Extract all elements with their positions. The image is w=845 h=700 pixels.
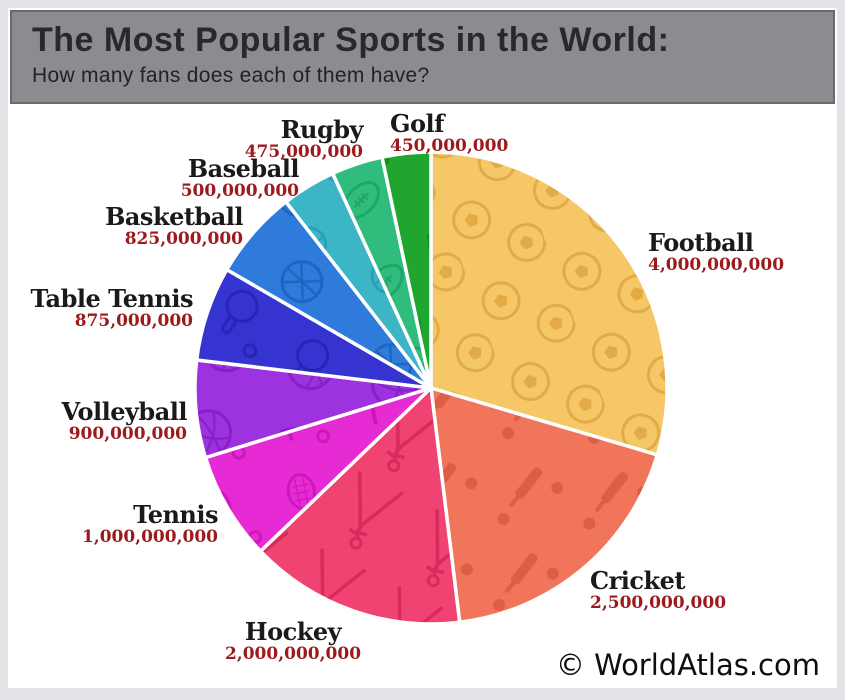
slice-value-football: 4,000,000,000	[648, 255, 785, 275]
slice-label-basketball: Basketball 825,000,000	[105, 205, 243, 250]
slice-label-cricket: Cricket 2,500,000,000	[590, 569, 726, 614]
slice-name-baseball: Baseball	[187, 154, 300, 183]
slice-value-basketball: 825,000,000	[124, 229, 243, 249]
slice-value-cricket: 2,500,000,000	[590, 593, 727, 613]
slice-value-baseball: 500,000,000	[180, 181, 299, 201]
slice-name-hockey: Hockey	[244, 617, 342, 646]
slice-name-table-tennis: Table Tennis	[30, 284, 193, 313]
slice-value-volleyball: 900,000,000	[68, 424, 187, 444]
slice-label-football: Football 4,000,000,000	[648, 231, 784, 276]
pie-slice-hockey-pattern	[258, 386, 462, 626]
slice-name-volleyball: Volleyball	[61, 397, 188, 426]
pie-slice-football-pattern	[429, 150, 669, 457]
slice-name-tennis: Tennis	[133, 500, 218, 529]
slice-value-hockey: 2,000,000,000	[224, 644, 362, 664]
pie-slice-golf-pattern	[380, 150, 433, 390]
slice-label-hockey: Hockey 2,000,000,000	[225, 620, 361, 665]
header-banner: The Most Popular Sports in the World: Ho…	[10, 10, 835, 104]
slice-name-basketball: Basketball	[105, 202, 243, 231]
chart-subtitle: How many fans does each of them have?	[32, 64, 430, 88]
chart-title: The Most Popular Sports in the World:	[32, 21, 670, 59]
slice-label-tennis: Tennis 1,000,000,000	[81, 500, 219, 548]
slice-value-tennis: 1,000,000,000	[81, 527, 218, 547]
slice-label-table-tennis: Table Tennis 875,000,000	[30, 287, 193, 332]
pie-slice-cricket-pattern	[429, 386, 660, 624]
slice-name-football: Football	[648, 228, 754, 257]
attribution-text: © WorldAtlas.com	[555, 648, 820, 682]
slice-name-cricket: Cricket	[590, 566, 685, 595]
pie-slice-tennis-pattern	[203, 386, 433, 553]
slice-value-table-tennis: 875,000,000	[74, 311, 193, 331]
slice-label-rugby: Rugby 475,000,000	[244, 115, 364, 163]
slice-label-golf: Golf 450,000,000	[390, 112, 508, 157]
slice-name-rugby: Rugby	[280, 115, 364, 144]
slice-value-rugby: 475,000,000	[244, 142, 363, 162]
slice-label-volleyball: Volleyball 900,000,000	[61, 397, 188, 445]
slice-label-baseball: Baseball 500,000,000	[180, 154, 300, 202]
slice-value-golf: 450,000,000	[390, 136, 509, 156]
slice-name-golf: Golf	[390, 109, 444, 138]
